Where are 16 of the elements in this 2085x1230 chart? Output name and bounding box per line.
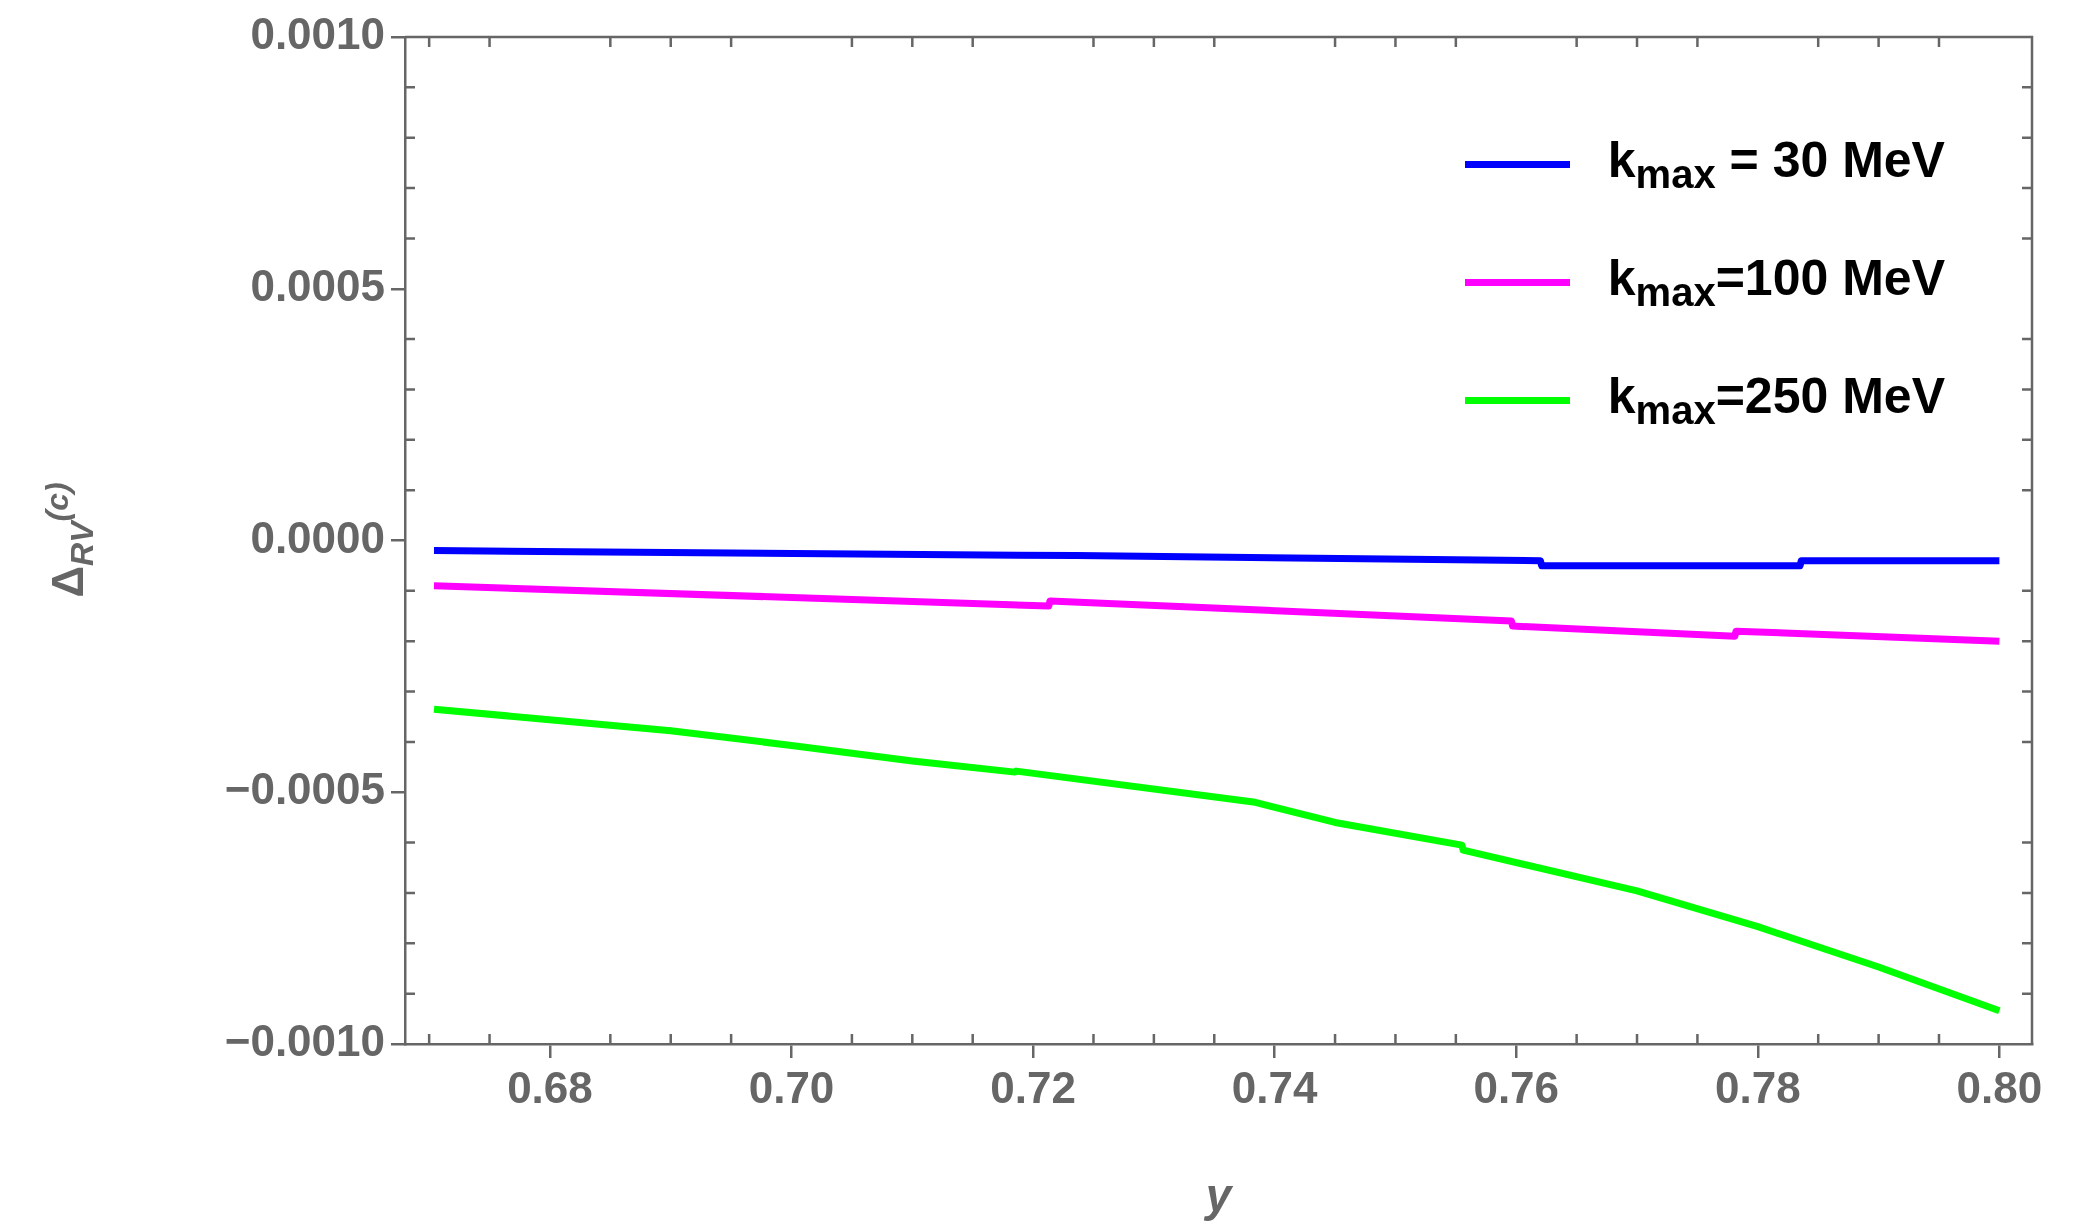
legend-label: k$_{max}$ = 30 MeV bbox=[1607, 131, 1945, 197]
y-tick-label: −0.0005 bbox=[224, 764, 385, 814]
x-tick-label: 0.76 bbox=[1473, 1062, 1560, 1112]
x-tick-label: 0.72 bbox=[990, 1062, 1076, 1112]
y-tick-label: 0.0000 bbox=[250, 512, 385, 562]
x-axis-title: y bbox=[1203, 1169, 1234, 1222]
x-tick-label: 0.80 bbox=[1956, 1062, 2043, 1112]
legend-label: k$_{max}$=100 MeV bbox=[1607, 249, 1945, 315]
x-tick-label: 0.74 bbox=[1231, 1062, 1319, 1112]
x-tick-label: 0.70 bbox=[748, 1062, 835, 1112]
x-tick-label: 0.78 bbox=[1714, 1062, 1801, 1112]
legend-label: k$_{max}$=250 MeV bbox=[1607, 367, 1945, 433]
x-tick-label: 0.68 bbox=[507, 1062, 593, 1112]
y-tick-label: −0.0010 bbox=[224, 1016, 385, 1066]
y-tick-label: 0.0005 bbox=[250, 260, 385, 310]
y-tick-label: 0.0010 bbox=[250, 9, 385, 59]
